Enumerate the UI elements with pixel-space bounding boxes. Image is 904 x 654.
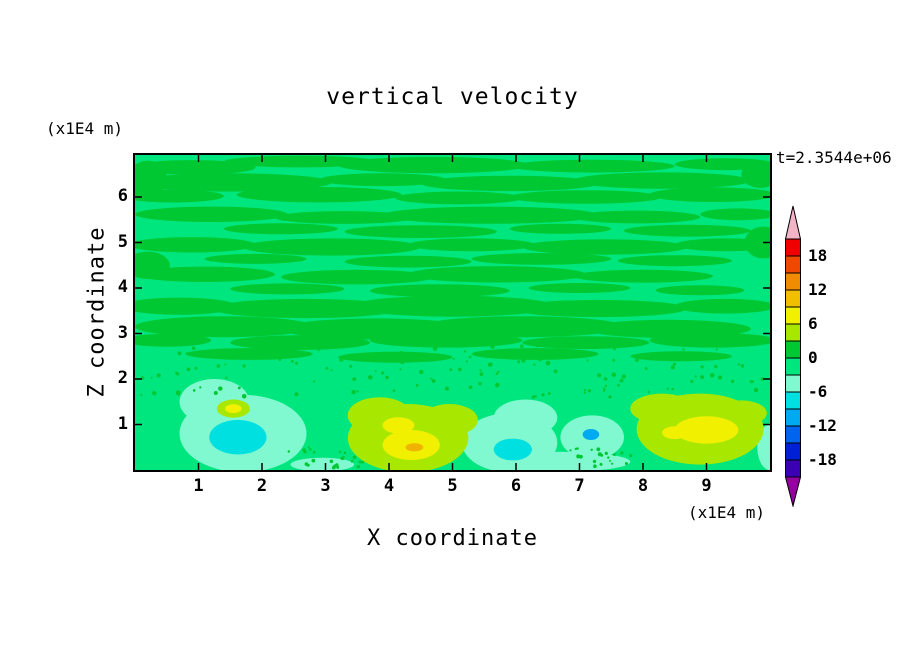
colorbar-tick-label: -12 [808, 416, 837, 435]
x-tick-label: 5 [447, 476, 458, 496]
colorbar-tick-label: 6 [808, 314, 818, 333]
contour-field [135, 155, 770, 470]
x-axis-unit-label: (x1E4 m) [688, 503, 766, 522]
x-tick-label: 2 [256, 476, 268, 496]
colorbar-tick-label: -6 [808, 382, 828, 401]
time-label: t=2.3544e+06 [776, 148, 892, 167]
y-tick-label: 4 [117, 277, 128, 297]
colorbar-tick-label: 18 [808, 246, 828, 265]
x-tick-label: 3 [320, 476, 331, 496]
y-axis-unit-label: (x1E4 m) [46, 119, 124, 138]
colorbar-tick-label: -18 [808, 450, 837, 469]
colorbar [785, 205, 801, 507]
y-tick-label: 6 [117, 186, 128, 206]
x-tick-label: 4 [383, 476, 395, 496]
y-tick-label: 2 [117, 368, 128, 388]
y-tick-label: 1 [117, 413, 128, 434]
x-tick-label: 9 [701, 476, 712, 496]
x-tick-label: 6 [510, 476, 522, 496]
x-tick-label: 8 [637, 476, 649, 496]
x-axis-title: X coordinate [367, 526, 538, 551]
colorbar-tick-label: 12 [808, 280, 828, 299]
y-tick-label: 5 [117, 231, 128, 252]
colorbar-tick-label: 0 [808, 348, 818, 367]
plot-area [133, 153, 772, 472]
x-tick-label: 1 [193, 476, 204, 496]
plot-title: vertical velocity [326, 84, 579, 110]
y-tick-label: 3 [117, 322, 128, 343]
x-tick-label: 7 [574, 476, 585, 496]
